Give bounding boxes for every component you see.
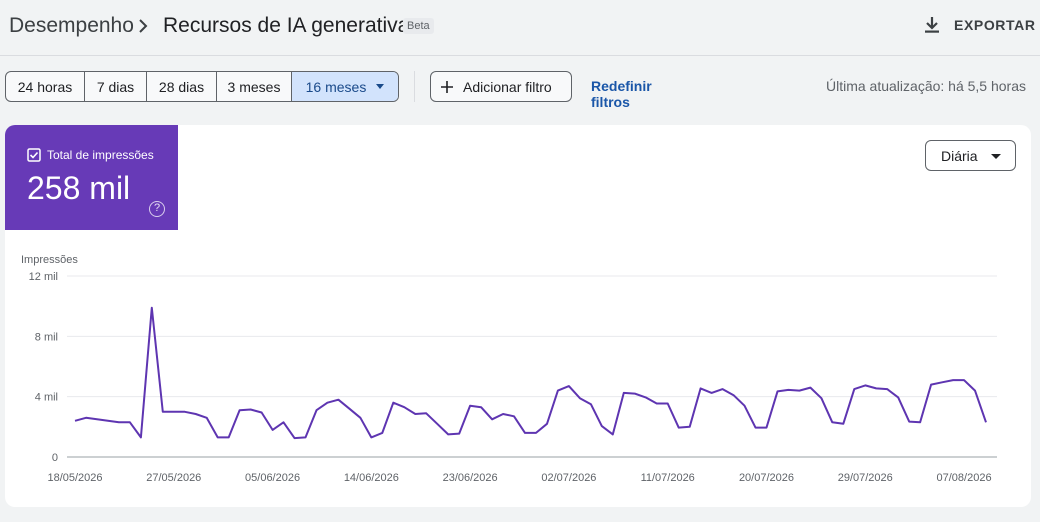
- y-tick-label: 0: [52, 452, 58, 464]
- y-axis-ticks: 0 4 mil 8 mil 12 mil: [29, 271, 58, 464]
- x-tick-label: 23/06/2026: [443, 472, 498, 484]
- range-label: 24 horas: [17, 78, 73, 95]
- y-tick-label: 4 mil: [35, 392, 58, 404]
- last-update-text: Última atualização: há 5,5 horas: [826, 78, 1026, 94]
- toolbar-divider: [414, 71, 415, 102]
- granularity-select[interactable]: Diária: [925, 140, 1016, 171]
- x-tick-label: 18/05/2026: [47, 472, 102, 484]
- range-label: 28 dias: [158, 78, 205, 95]
- add-filter-label: Adicionar filtro: [463, 78, 552, 95]
- range-24h-button[interactable]: 24 horas: [6, 72, 85, 101]
- x-tick-label: 27/05/2026: [146, 472, 201, 484]
- x-tick-label: 20/07/2026: [739, 472, 794, 484]
- download-icon: [925, 17, 939, 33]
- help-icon[interactable]: ?: [149, 201, 165, 217]
- range-7d-button[interactable]: 7 dias: [85, 72, 147, 101]
- chevron-right-icon: [139, 19, 148, 33]
- range-28d-button[interactable]: 28 dias: [147, 72, 217, 101]
- x-tick-label: 07/08/2026: [937, 472, 992, 484]
- plus-icon: [441, 80, 453, 93]
- date-range-selector: 24 horas 7 dias 28 dias 3 meses 16 meses: [5, 71, 399, 102]
- x-tick-label: 05/06/2026: [245, 472, 300, 484]
- metric-label: Total de impressões: [47, 148, 154, 162]
- metric-value: 258 mil: [27, 170, 131, 206]
- range-label: 7 dias: [96, 78, 135, 95]
- range-16m-button[interactable]: 16 meses: [292, 72, 398, 101]
- x-tick-label: 14/06/2026: [344, 472, 399, 484]
- export-button[interactable]: EXPORTAR: [922, 12, 1036, 38]
- reset-filters-link[interactable]: Redefinir filtros: [591, 78, 652, 110]
- range-label: 16 meses: [305, 78, 367, 95]
- y-tick-label: 12 mil: [29, 271, 58, 283]
- impressions-series-line: [74, 306, 987, 440]
- caret-down-icon: [991, 154, 1001, 159]
- breadcrumb-root[interactable]: Desempenho: [9, 14, 134, 37]
- x-tick-label: 29/07/2026: [838, 472, 893, 484]
- beta-badge: Beta: [403, 18, 434, 34]
- page-header: Desempenho Recursos de IA generativa Bet…: [0, 0, 1040, 56]
- checkbox-checked-icon[interactable]: [27, 148, 41, 162]
- caret-down-icon: [376, 84, 385, 89]
- x-tick-label: 02/07/2026: [541, 472, 596, 484]
- page-title: Recursos de IA generativa: [163, 14, 410, 37]
- y-tick-label: 8 mil: [35, 331, 58, 343]
- impressions-chart: Impressões 0 4 mil 8 mil 12 mil 18/05/2026 2…: [21, 254, 997, 484]
- range-3m-button[interactable]: 3 meses: [217, 72, 292, 101]
- metric-tile-impressions[interactable]: Total de impressões 258 mil ?: [5, 125, 178, 230]
- export-label: EXPORTAR: [954, 17, 1036, 33]
- add-filter-button[interactable]: Adicionar filtro: [430, 71, 572, 102]
- x-tick-label: 11/07/2026: [641, 472, 695, 484]
- chart-grid: [67, 275, 997, 458]
- granularity-value: Diária: [941, 147, 978, 164]
- y-axis-title: Impressões: [21, 254, 78, 266]
- x-axis-ticks: 18/05/2026 27/05/2026 05/06/2026 14/06/2026…: [47, 472, 991, 484]
- range-label: 3 meses: [227, 78, 281, 95]
- performance-card: Total de impressões 258 mil ? Diária Imp…: [5, 125, 1031, 507]
